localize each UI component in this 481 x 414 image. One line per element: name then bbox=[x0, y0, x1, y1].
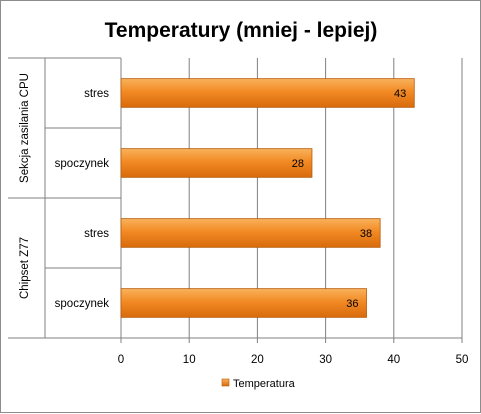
legend: Temperatura bbox=[221, 378, 296, 390]
bar bbox=[120, 148, 313, 178]
group-label: Sekcja zasilania CPU bbox=[19, 73, 31, 183]
bar bbox=[120, 288, 367, 318]
chart-title: Temperatury (mniej - lepiej) bbox=[105, 19, 378, 42]
group-label: Chipset Z77 bbox=[19, 237, 31, 299]
x-tick-label: 40 bbox=[387, 354, 400, 366]
x-tick-label: 50 bbox=[456, 354, 469, 366]
x-tick-label: 20 bbox=[251, 354, 264, 366]
legend-swatch bbox=[221, 378, 230, 387]
bars bbox=[120, 78, 415, 318]
bar bbox=[120, 78, 415, 108]
bar-value-label: 36 bbox=[346, 298, 358, 310]
x-tick-label: 30 bbox=[319, 354, 332, 366]
labels: 0 10 20 30 40 50 43 stres 28 spoczynek 38 stres 36 sp… bbox=[19, 73, 468, 366]
category-label: stres bbox=[84, 88, 109, 100]
category-label: spoczynek bbox=[55, 298, 110, 310]
bar-value-label: 28 bbox=[292, 158, 304, 170]
bar bbox=[120, 218, 381, 248]
x-tick-label: 0 bbox=[118, 354, 124, 366]
bar-value-label: 43 bbox=[394, 88, 406, 100]
category-label: spoczynek bbox=[55, 158, 110, 170]
bar-value-label: 38 bbox=[360, 228, 372, 240]
x-tick-label: 10 bbox=[183, 354, 196, 366]
legend-label: Temperatura bbox=[233, 378, 296, 390]
category-label: stres bbox=[84, 228, 109, 240]
